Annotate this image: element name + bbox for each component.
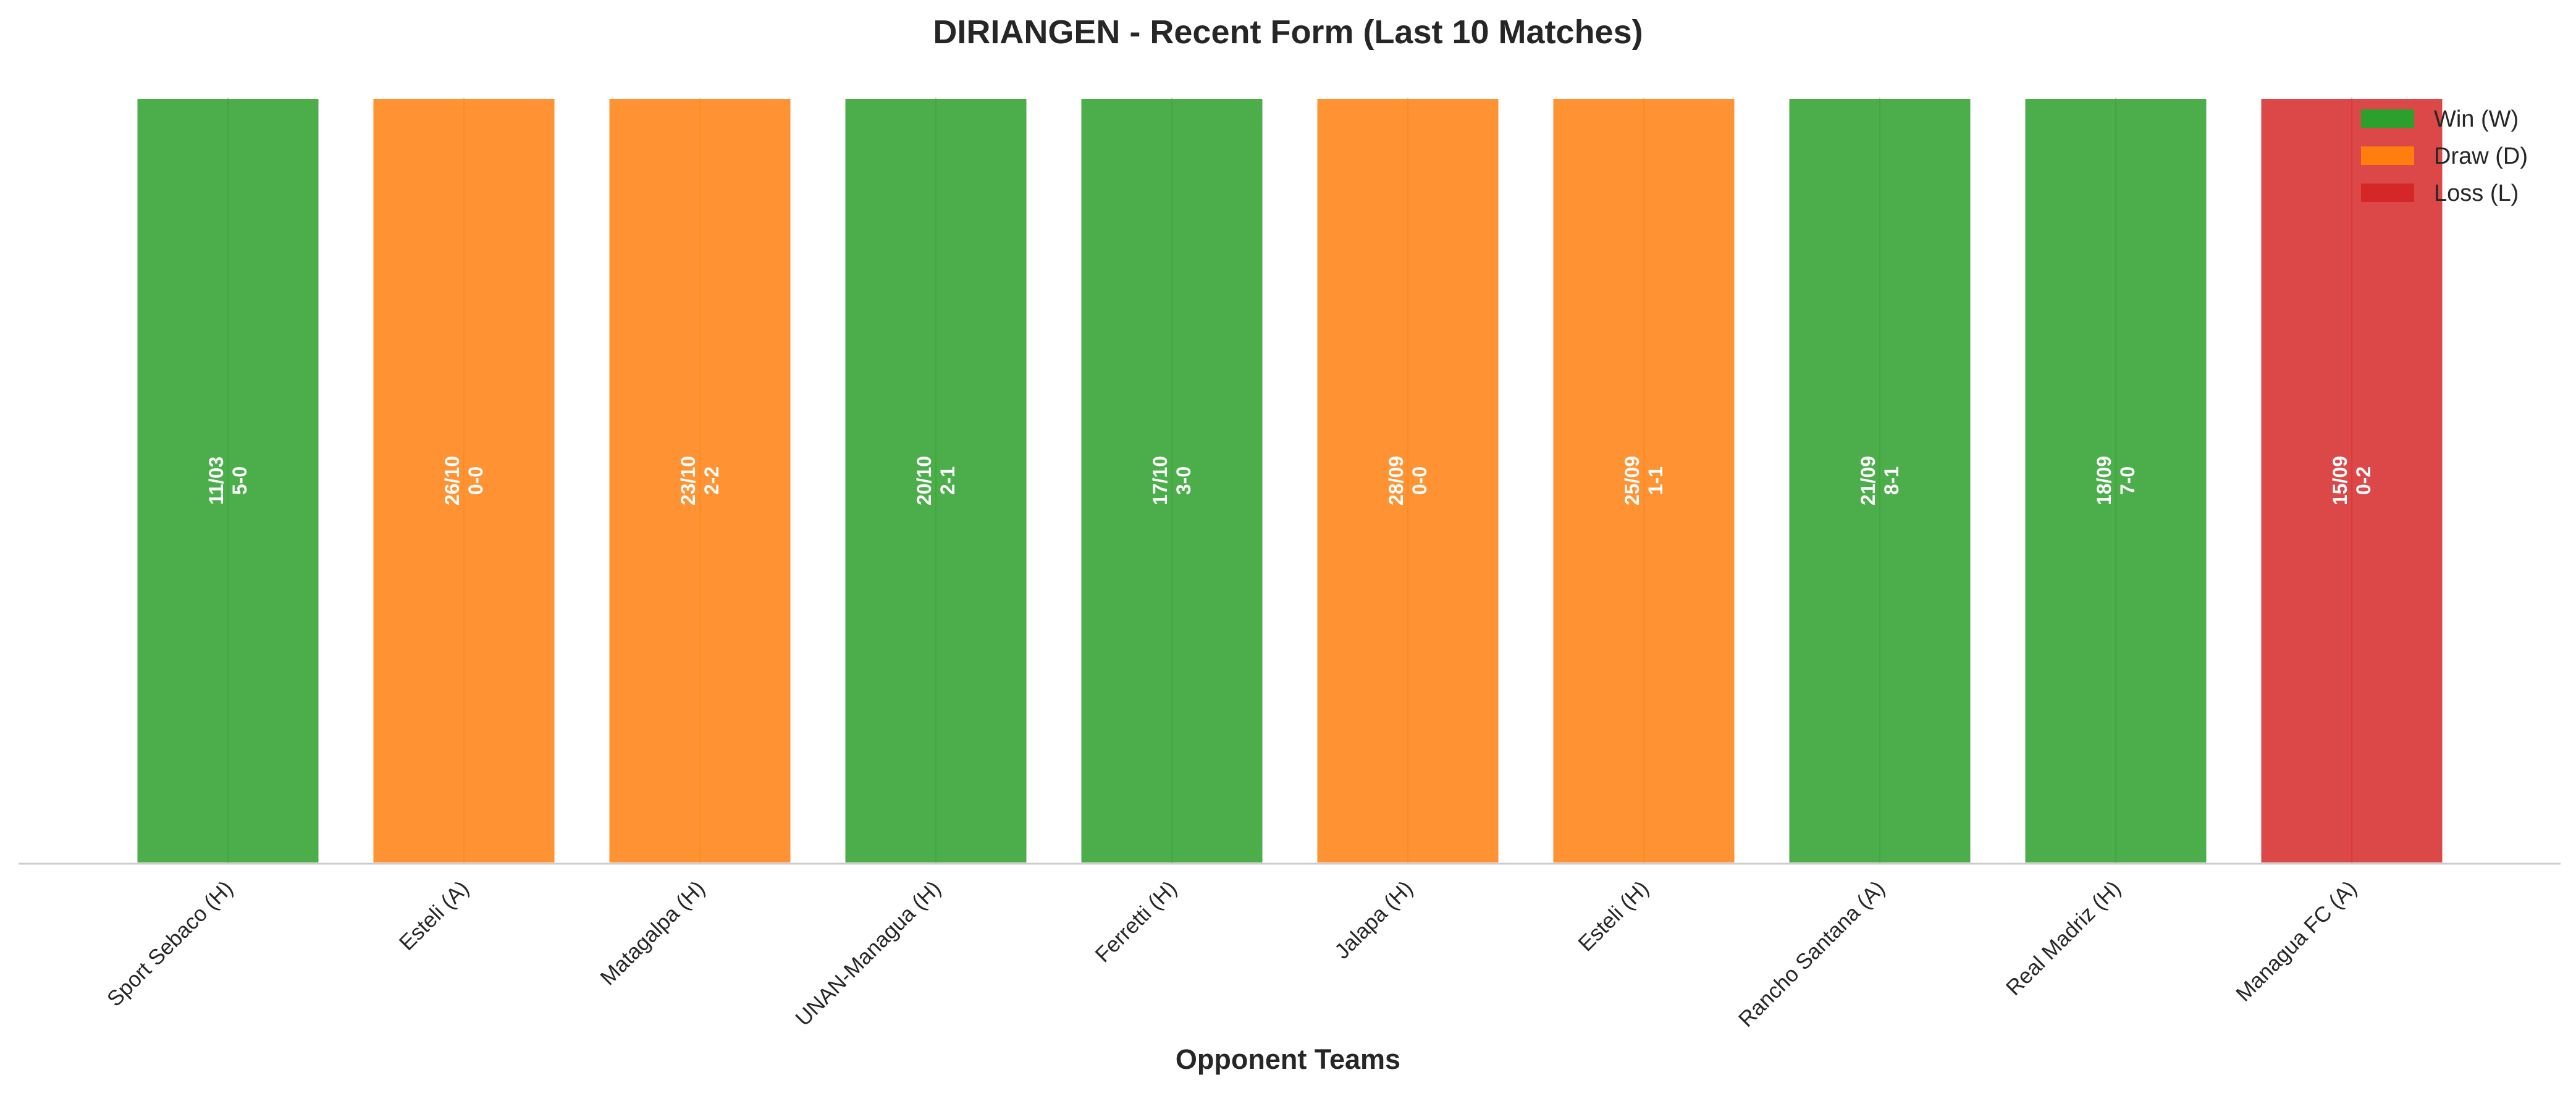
x-tick-label: Managua FC (A) [2231,876,2362,1006]
bar-group: 18/097-0 [2022,96,2209,865]
x-tick-label: Ferretti (H) [1090,876,1181,967]
x-tick-label: Rancho Santana (A) [1734,876,1890,1032]
legend-label: Draw (D) [2434,143,2528,169]
chart-title: DIRIANGEN - Recent Form (Last 10 Matches… [933,14,1643,51]
bar-group: 20/102-1 [843,96,1029,865]
x-tick-label: Esteli (A) [395,876,474,955]
x-tick-label: Esteli (H) [1573,876,1653,956]
match-date: 20/10 [913,456,935,505]
bar-group: 28/090-0 [1315,96,1501,865]
bar-group: 17/103-0 [1079,96,1265,865]
bar-group: 21/098-1 [1787,96,1973,865]
legend-swatch [2361,146,2414,165]
bar-data-label: 28/090-0 [1385,456,1431,505]
match-score: 1-1 [1644,466,1667,495]
bar [843,96,1029,865]
bar-group: 15/090-2 [2258,96,2445,865]
bar [135,96,321,865]
bar-data-label: 25/091-1 [1621,456,1667,505]
match-date: 15/09 [2329,456,2351,505]
bars-layer: 11/035-0 26/100-0 23/102-2 20/102-1 17/103-0… [135,96,2445,865]
x-tick-labels: Sport Sebaco (H) Esteli (A) Matagalpa (H) U… [103,876,2362,1032]
bar-data-label: 20/102-1 [913,456,959,505]
bar-data-label: 26/100-0 [441,456,487,505]
match-date: 18/09 [2093,456,2115,505]
bar [1079,96,1265,865]
legend-swatch [2361,183,2414,202]
legend-item: Loss (L) [2361,180,2519,206]
x-tick-label: Real Madriz (H) [2001,876,2126,1000]
x-tick-label: Jalapa (H) [1330,876,1418,964]
match-date: 23/10 [677,456,699,505]
match-date: 25/09 [1621,456,1643,505]
bar [371,96,557,865]
match-score: 0-0 [1408,466,1431,495]
bar-group: 11/035-0 [135,96,321,865]
match-score: 2-2 [701,466,723,495]
x-tick-label: UNAN-Managua (H) [791,876,945,1031]
legend-item: Win (W) [2361,106,2519,132]
bar-data-label: 15/090-2 [2329,456,2375,505]
match-date: 11/03 [205,457,227,505]
match-score: 8-1 [1880,466,1903,495]
bar-data-label: 23/102-2 [677,456,723,505]
bar-data-label: 21/098-1 [1857,456,1903,505]
match-score: 5-0 [229,466,251,495]
legend-label: Loss (L) [2434,180,2519,206]
bar-group: 25/091-1 [1551,96,1737,865]
x-tick-label: Sport Sebaco (H) [103,876,238,1011]
match-score: 7-0 [2116,466,2139,495]
legend-item: Draw (D) [2361,143,2528,169]
legend-swatch [2361,109,2414,128]
match-score: 0-0 [465,466,487,495]
bar [2258,96,2445,865]
bar [607,96,793,865]
match-date: 21/09 [1857,456,1879,505]
bar-data-label: 18/097-0 [2093,456,2139,505]
bar-data-label: 17/103-0 [1149,456,1195,505]
bar-group: 23/102-2 [607,96,793,865]
legend-label: Win (W) [2434,106,2519,132]
match-date: 26/10 [441,456,463,505]
bar-data-label: 11/035-0 [205,457,251,505]
match-date: 28/09 [1385,456,1407,505]
bar [1551,96,1737,865]
match-score: 2-1 [937,466,959,495]
bar-group: 26/100-0 [371,96,557,865]
match-score: 3-0 [1172,466,1195,495]
match-date: 17/10 [1149,456,1171,505]
legend: Win (W) Draw (D) Loss (L) [2361,106,2528,206]
x-tick-label: Matagalpa (H) [596,876,709,990]
match-score: 0-2 [2352,466,2375,495]
bar [1315,96,1501,865]
x-axis-label: Opponent Teams [1176,1043,1400,1075]
